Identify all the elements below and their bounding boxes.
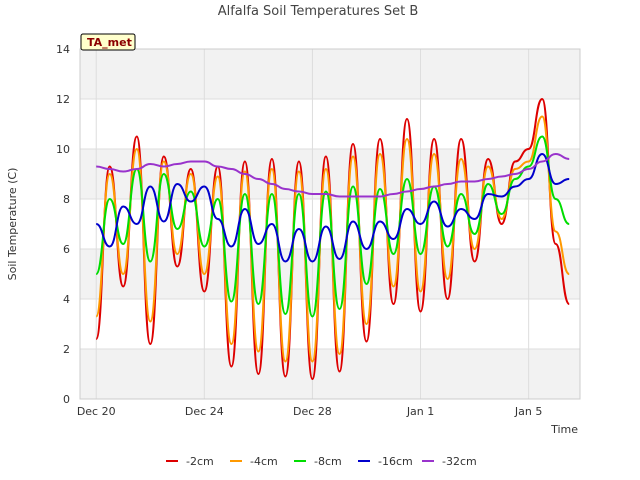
legend[interactable]: -2cm -4cm -8cm -16cm -32cm [166,455,477,468]
chart-title: Alfalfa Soil Temperatures Set B [218,4,419,19]
grid-band [80,49,580,99]
plot-background [80,49,580,399]
y-tick-label: 2 [63,343,70,356]
grid-band [80,249,580,299]
legend-label: -4cm [250,455,278,468]
legend-label: -16cm [378,455,413,468]
y-tick-label: 14 [56,43,70,56]
series-line-minus-16cm [95,153,570,263]
x-axis-title: Time [550,423,578,436]
series-line-minus-32cm [96,153,570,198]
legend-label: -8cm [314,455,342,468]
y-tick-label: 0 [63,393,70,406]
badge-label: TA_met [87,36,132,49]
x-tick-label: Jan 5 [514,405,542,418]
y-tick-label: 10 [56,143,70,156]
x-tick-label: Dec 24 [185,405,224,418]
y-axis-title: Soil Temperature (C) [6,168,19,281]
legend-item[interactable]: -16cm [358,455,413,468]
legend-label: -32cm [442,455,477,468]
x-tick-label: Dec 28 [293,405,332,418]
x-tick-label: Jan 1 [406,405,434,418]
legend-item[interactable]: -2cm [166,455,214,468]
plot-border [79,48,581,400]
y-tick-label: 4 [63,293,70,306]
legend-item[interactable]: -8cm [294,455,342,468]
y-tick-label: 12 [56,93,70,106]
grid-band [80,349,580,399]
badge-box [80,33,136,51]
plot-area: 0 2 4 6 8 10 12 14 Dec 20 Dec 24 Dec 28 Jan 1 Jan 5 [56,43,581,418]
legend-item[interactable]: -32cm [422,455,477,468]
ta-met-badge: TA_met [80,33,136,51]
y-tick-label: 6 [63,243,70,256]
y-tick-label: 8 [63,193,70,206]
x-tick-label: Dec 20 [77,405,116,418]
legend-item[interactable]: -4cm [230,455,278,468]
legend-label: -2cm [186,455,214,468]
series-line-minus-8cm [95,135,570,318]
